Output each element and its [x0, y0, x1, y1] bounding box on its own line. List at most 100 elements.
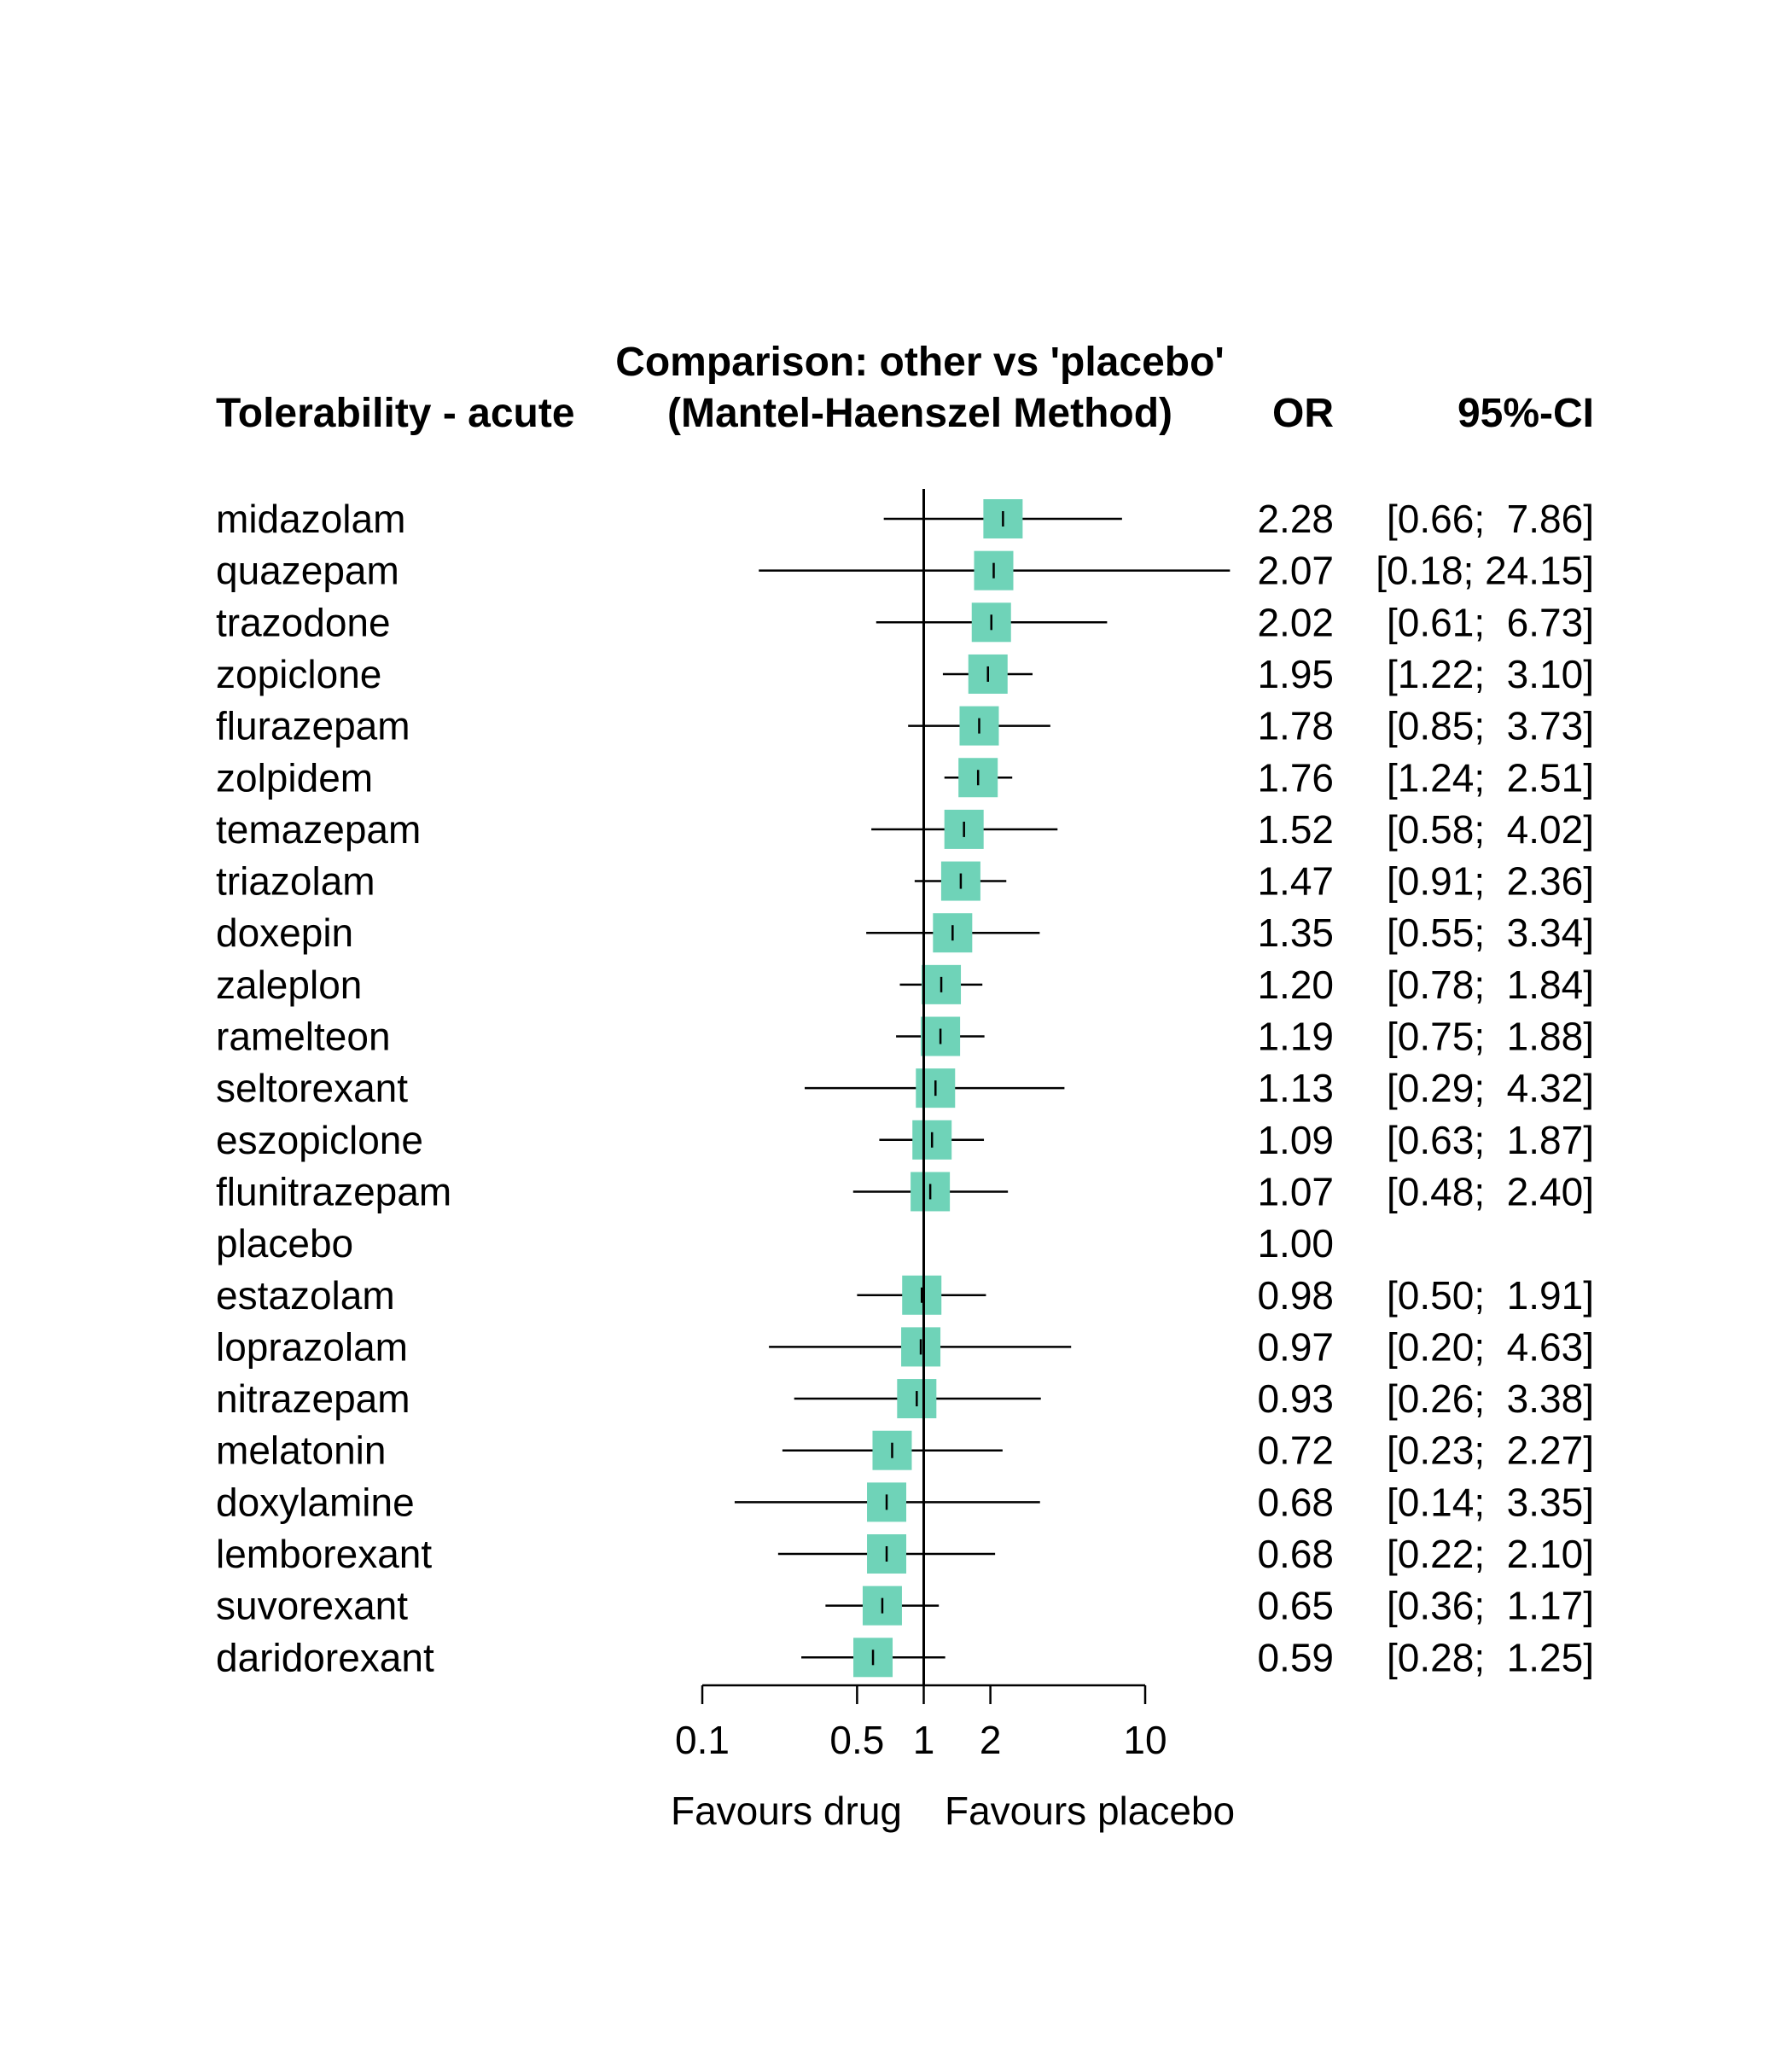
- ci-value: [0.55; 3.34]: [1387, 911, 1594, 955]
- row-label: quazepam: [216, 549, 399, 593]
- row-label: estazolam: [216, 1273, 395, 1318]
- table-row: triazolam 1.47 [0.91; 2.36]: [216, 859, 1594, 904]
- table-row: quazepam 2.07 [0.18; 24.15]: [216, 549, 1594, 593]
- ci-value: [0.66; 7.86]: [1387, 497, 1594, 541]
- table-row: seltorexant 1.13 [0.29; 4.32]: [216, 1066, 1594, 1110]
- x-tick-label: 1: [913, 1718, 935, 1762]
- row-label: flunitrazepam: [216, 1169, 451, 1213]
- table-row: zopiclone 1.95 [1.22; 3.10]: [216, 652, 1594, 696]
- table-row: ramelteon 1.19 [0.75; 1.88]: [216, 1015, 1594, 1059]
- table-row: placebo 1.00: [216, 1221, 1334, 1265]
- rows: midazolam 2.28 [0.66; 7.86] quazepam 2.07 [0.…: [216, 497, 1594, 1679]
- or-value: 1.95: [1257, 652, 1334, 696]
- or-value: 1.13: [1257, 1066, 1334, 1110]
- table-row: zaleplon 1.20 [0.78; 1.84]: [216, 963, 1594, 1007]
- x-tick-label: 10: [1123, 1718, 1167, 1762]
- ci-value: [0.36; 1.17]: [1387, 1584, 1594, 1628]
- ci-value: [0.48; 2.40]: [1387, 1169, 1594, 1213]
- ci-value: [0.50; 1.91]: [1387, 1273, 1594, 1318]
- or-value: 2.02: [1257, 600, 1334, 644]
- ci-value: [0.20; 4.63]: [1387, 1324, 1594, 1369]
- row-label: zolpidem: [216, 755, 373, 800]
- row-label: trazodone: [216, 600, 391, 644]
- or-value: 0.97: [1257, 1324, 1334, 1369]
- x-tick-label: 2: [980, 1718, 1002, 1762]
- row-label: temazepam: [216, 807, 421, 852]
- table-row: flurazepam 1.78 [0.85; 3.73]: [216, 704, 1594, 748]
- ci-value: [0.14; 3.35]: [1387, 1480, 1594, 1524]
- ci-value: [0.26; 3.38]: [1387, 1376, 1594, 1421]
- table-row: eszopiclone 1.09 [0.63; 1.87]: [216, 1118, 1594, 1162]
- ci-value: [0.18; 24.15]: [1376, 549, 1594, 593]
- table-row: zolpidem 1.76 [1.24; 2.51]: [216, 755, 1594, 800]
- ci-value: [0.58; 4.02]: [1387, 807, 1594, 852]
- or-value: 1.09: [1257, 1118, 1334, 1162]
- ci-value: [0.91; 2.36]: [1387, 859, 1594, 904]
- row-label: loprazolam: [216, 1324, 408, 1369]
- row-label: eszopiclone: [216, 1118, 423, 1162]
- ci-value: [0.22; 2.10]: [1387, 1532, 1594, 1576]
- or-value: 2.28: [1257, 497, 1334, 541]
- x-tick-label: 0.5: [829, 1718, 884, 1762]
- row-label: lemborexant: [216, 1532, 432, 1576]
- or-value: 0.59: [1257, 1635, 1334, 1679]
- row-label: suvorexant: [216, 1584, 408, 1628]
- table-row: estazolam 0.98 [0.50; 1.91]: [216, 1273, 1594, 1318]
- or-value: 1.76: [1257, 755, 1334, 800]
- table-row: suvorexant 0.65 [0.36; 1.17]: [216, 1584, 1594, 1628]
- ci-column-header: 95%-CI: [1457, 391, 1594, 436]
- ci-value: [0.29; 4.32]: [1387, 1066, 1594, 1110]
- table-row: temazepam 1.52 [0.58; 4.02]: [216, 807, 1594, 852]
- or-value: 1.78: [1257, 704, 1334, 748]
- row-label: doxepin: [216, 911, 353, 955]
- or-value: 1.00: [1257, 1221, 1334, 1265]
- ci-value: [0.63; 1.87]: [1387, 1118, 1594, 1162]
- xlabel-favours-drug: Favours drug: [671, 1789, 902, 1833]
- row-label: melatonin: [216, 1428, 386, 1473]
- or-value: 1.47: [1257, 859, 1334, 904]
- or-value: 0.65: [1257, 1584, 1334, 1628]
- ci-value: [1.24; 2.51]: [1387, 755, 1594, 800]
- or-value: 0.98: [1257, 1273, 1334, 1318]
- row-label: nitrazepam: [216, 1376, 410, 1421]
- or-value: 1.19: [1257, 1015, 1334, 1059]
- ci-value: [0.61; 6.73]: [1387, 600, 1594, 644]
- table-row: flunitrazepam 1.07 [0.48; 2.40]: [216, 1169, 1594, 1213]
- row-label: doxylamine: [216, 1480, 415, 1524]
- table-row: doxylamine 0.68 [0.14; 3.35]: [216, 1480, 1594, 1524]
- row-label: midazolam: [216, 497, 405, 541]
- or-value: 1.35: [1257, 911, 1334, 955]
- or-value: 1.52: [1257, 807, 1334, 852]
- or-value: 0.93: [1257, 1376, 1334, 1421]
- ci-value: [0.23; 2.27]: [1387, 1428, 1594, 1473]
- row-label: placebo: [216, 1221, 353, 1265]
- plot-title: Comparison: other vs 'placebo': [615, 340, 1225, 385]
- or-value: 0.72: [1257, 1428, 1334, 1473]
- x-axis: 0.1 0.5 1 2 10: [675, 1684, 1167, 1762]
- xlabel-favours-placebo: Favours placebo: [945, 1789, 1235, 1833]
- or-column-header: OR: [1272, 391, 1334, 436]
- left-column-header: Tolerability - acute: [216, 391, 575, 436]
- table-row: melatonin 0.72 [0.23; 2.27]: [216, 1428, 1594, 1473]
- table-row: lemborexant 0.68 [0.22; 2.10]: [216, 1532, 1594, 1576]
- table-row: loprazolam 0.97 [0.20; 4.63]: [216, 1324, 1594, 1369]
- ci-value: [0.75; 1.88]: [1387, 1015, 1594, 1059]
- table-row: midazolam 2.28 [0.66; 7.86]: [216, 497, 1594, 541]
- or-value: 0.68: [1257, 1532, 1334, 1576]
- ci-value: [0.85; 3.73]: [1387, 704, 1594, 748]
- row-label: triazolam: [216, 859, 375, 904]
- x-tick-label: 0.1: [675, 1718, 730, 1762]
- ci-value: [1.22; 3.10]: [1387, 652, 1594, 696]
- row-label: seltorexant: [216, 1066, 408, 1110]
- row-label: flurazepam: [216, 704, 410, 748]
- row-label: ramelteon: [216, 1015, 391, 1059]
- row-label: zaleplon: [216, 963, 362, 1007]
- table-row: trazodone 2.02 [0.61; 6.73]: [216, 600, 1594, 644]
- row-label: daridorexant: [216, 1635, 434, 1679]
- row-label: zopiclone: [216, 652, 381, 696]
- or-value: 0.68: [1257, 1480, 1334, 1524]
- table-row: doxepin 1.35 [0.55; 3.34]: [216, 911, 1594, 955]
- or-value: 1.20: [1257, 963, 1334, 1007]
- or-value: 2.07: [1257, 549, 1334, 593]
